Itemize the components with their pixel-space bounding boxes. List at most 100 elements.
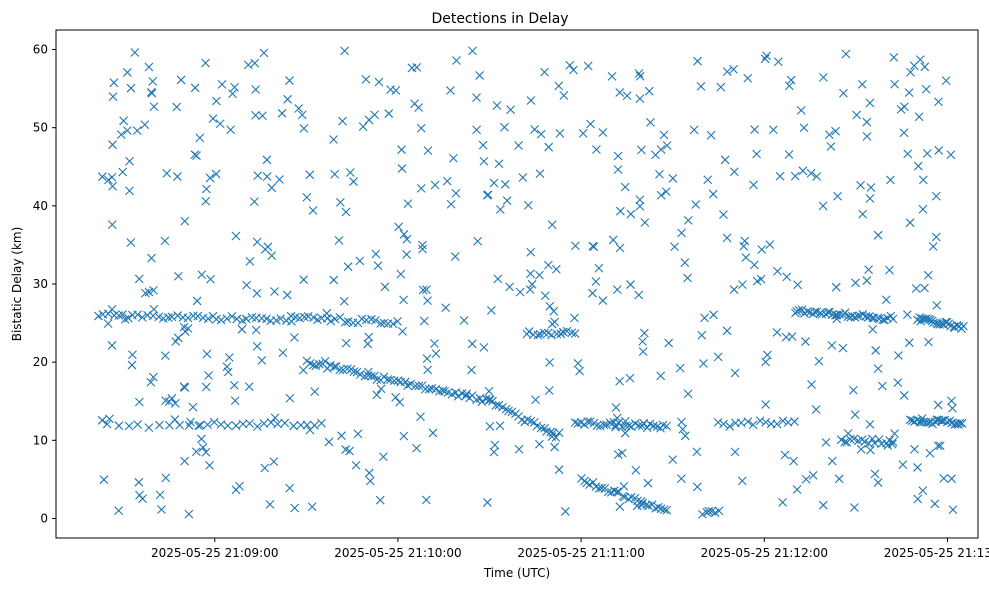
data-point [904,338,914,348]
data-point [570,313,579,323]
data-point [180,383,190,392]
data-point [386,85,395,95]
data-point [500,122,509,132]
data-point [817,309,827,319]
data-point [536,129,546,139]
y-tick-label: 60 [33,43,48,57]
data-point [678,424,688,434]
data-point [330,314,340,324]
data-point [343,364,352,374]
data-point [792,306,802,316]
data-point [341,338,351,348]
data-point [299,124,309,133]
data-point [109,78,119,88]
data-point [797,305,807,315]
data-point [144,62,154,72]
data-point [626,280,635,289]
data-point [680,431,690,441]
data-point [615,88,625,97]
data-point [760,54,770,64]
data-point [932,300,942,310]
data-point [285,483,295,493]
data-point [792,485,802,494]
data-point [216,420,226,429]
data-point [231,231,241,241]
data-point [635,195,645,205]
data-point [849,434,859,444]
data-point [598,296,608,305]
data-point [790,171,800,181]
data-point [749,180,758,190]
data-point [422,285,431,294]
data-point [668,455,678,464]
data-point [801,474,811,484]
data-point [242,280,252,290]
data-point [484,395,494,405]
data-point [179,322,189,332]
data-point [416,123,426,133]
data-point [108,181,117,191]
data-point [930,499,940,509]
data-point [535,169,545,178]
data-point [676,474,686,484]
data-point [275,175,284,184]
data-point [547,220,557,230]
data-point [506,105,516,115]
data-point [492,101,502,110]
data-point [203,314,213,324]
data-point [124,421,134,431]
chart-title: Detections in Delay [431,11,568,27]
data-point [881,295,891,305]
data-point [97,415,107,425]
data-point [273,419,282,429]
data-point [646,117,655,127]
data-point [223,367,233,377]
data-point [886,175,895,185]
data-point [302,192,312,202]
data-point [524,327,534,336]
data-point [556,329,566,339]
data-point [118,167,128,177]
data-point [691,200,701,209]
data-point [430,339,439,348]
data-point [818,500,828,510]
data-point [193,311,203,321]
data-point [535,439,544,449]
data-point [955,418,965,428]
data-point [523,200,533,210]
data-point [838,343,848,353]
data-point [270,413,280,423]
data-point [858,209,868,219]
data-point [376,384,386,394]
data-point [769,125,778,135]
data-point [709,310,718,320]
data-point [162,168,172,178]
data-point [203,420,212,430]
data-point [441,303,451,313]
data-point [308,206,318,215]
data-point [378,452,388,462]
data-point [773,266,782,276]
data-point [406,379,416,389]
data-point [393,376,403,386]
data-point [482,498,492,507]
data-point [209,417,219,427]
data-point [211,169,221,179]
data-point [358,122,368,132]
data-point [752,149,762,159]
data-point [529,417,539,427]
data-point [122,68,132,77]
data-point [864,265,873,275]
data-point [494,159,504,169]
data-point [353,429,363,439]
data-point [865,194,875,203]
data-point [656,371,666,381]
data-point [656,504,666,514]
data-point [144,287,154,297]
data-point [388,319,398,329]
data-point [171,337,181,346]
data-point [635,201,645,211]
data-point [324,437,334,447]
data-point [739,241,749,251]
data-point [617,448,627,458]
